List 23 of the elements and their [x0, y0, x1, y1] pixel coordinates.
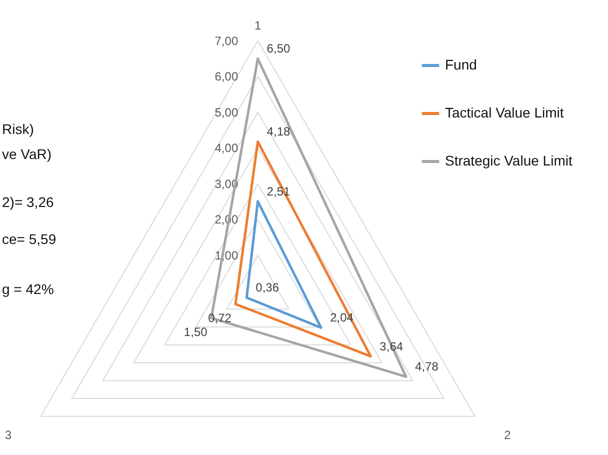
- spoke-label: 1: [254, 18, 262, 33]
- y-tick-label: 1,00: [214, 248, 238, 262]
- legend-label: Tactical Value Limit: [445, 104, 564, 120]
- data-label: 0,72: [208, 311, 232, 326]
- data-label: 1,50: [184, 325, 208, 340]
- spoke-label: 3: [4, 428, 12, 442]
- text: Risk): [2, 121, 34, 137]
- spoke-label: 2: [504, 428, 512, 442]
- data-label: 4,78: [415, 360, 439, 374]
- y-tick-label: 4,00: [214, 141, 238, 156]
- y-tick-label: 7,00: [214, 34, 238, 48]
- text: 2)= 3,26: [2, 194, 54, 210]
- legend-label: Strategic Value Limit: [445, 152, 572, 168]
- data-label: 3,64: [380, 339, 404, 354]
- text: ce= 5,59: [2, 231, 56, 247]
- text: g = 42%: [2, 281, 54, 297]
- data-label: 4,18: [266, 124, 290, 139]
- y-tick-label: 5,00: [214, 105, 238, 120]
- legend-label: Fund: [445, 56, 477, 72]
- text: ve VaR): [2, 146, 52, 162]
- y-tick-label: 6,00: [214, 70, 238, 84]
- data-label: 0,36: [256, 280, 280, 295]
- data-label: 6,50: [266, 42, 290, 56]
